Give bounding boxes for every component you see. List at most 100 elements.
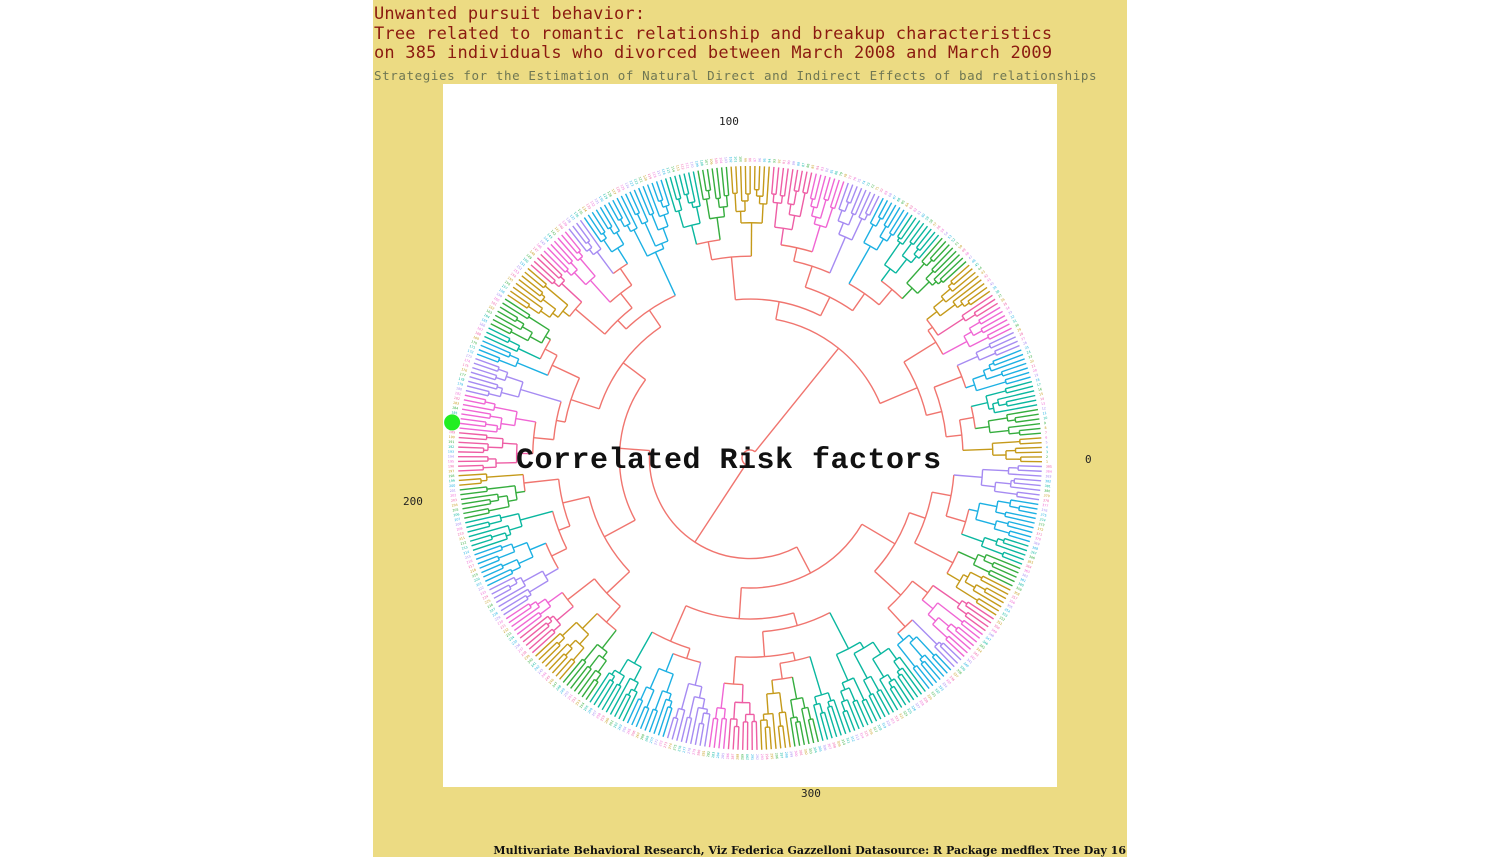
leaf-label: 297 [779,752,784,758]
branch-stem [1008,520,1034,529]
branch-stem [755,721,758,750]
branch-stem [937,602,964,623]
branch-arc [1004,379,1008,385]
leaf-label: 280 [696,749,701,756]
branch-stem [619,218,626,228]
branch-stem [734,193,737,212]
branch-stem [556,419,566,423]
leaf-label: 352 [999,615,1006,622]
branch-stem [602,651,608,659]
branch-stem [572,647,585,661]
leaf-label: 151 [519,260,526,267]
branch-stem [579,258,596,277]
branch-stem [617,247,629,265]
branch-stem [1014,477,1042,482]
branch-arc [987,570,992,575]
branch-stem [983,559,994,566]
branch-stem [814,696,818,705]
branch-stem [651,213,659,231]
leaf-label: 244 [541,671,548,678]
leaf-label: 80 [834,170,839,175]
branch-arc [516,345,521,352]
branch-stem [794,722,801,746]
leaf-label: 214 [463,550,470,556]
branch-stem [939,645,959,664]
branch-stem [957,626,978,643]
branch-arc [535,601,540,608]
branch-arc [933,386,947,437]
leaf-label: 344 [975,647,982,654]
branch-stem [459,432,487,436]
leaf-label: 282 [706,751,711,758]
branch-stem [635,706,646,728]
leaf-label: 92 [777,159,781,163]
branch-stem [987,323,1010,336]
leaf-label: 210 [457,531,464,536]
leaf-label: 94 [767,158,771,162]
branch-stem [541,644,561,664]
branch-arc [880,280,903,300]
leaf-label: 385 [1046,465,1052,469]
branch-stem [648,710,658,733]
leaf-label: 117 [656,170,662,177]
branch-stem [733,702,736,720]
branch-stem [536,257,560,279]
leaf-label: 103 [724,157,728,163]
branch-stem [790,699,795,718]
leaf-label: 277 [682,746,687,753]
leaf-label: 236 [514,643,521,650]
branch-stem [876,238,885,251]
branch-stem [515,417,536,423]
branch-arc [963,335,971,348]
leaf-label: 48 [964,251,970,257]
leaf-label: 163 [485,309,492,315]
branch-stem [888,681,893,688]
branch-stem [933,298,945,308]
leaf-label: 213 [461,545,468,551]
branch-arc [1007,427,1010,434]
leaf-label: 4 [1046,445,1048,449]
branch-stem [596,251,614,274]
branch-arc [1006,414,1009,422]
branch-arc [688,200,696,204]
branch-stem [997,538,1005,542]
leaf-label: 62 [913,207,919,213]
branch-stem [553,281,560,288]
leaf-label: 220 [473,577,480,583]
branch-stem [931,656,948,674]
branch-arc [592,248,602,256]
branch-stem [995,481,1011,485]
leaf-label: 70 [879,188,884,193]
branch-stem [676,709,686,741]
leaf-label: 36 [1000,297,1006,303]
branch-stem [1006,394,1036,403]
branch-stem [827,692,832,702]
leaf-label: 375 [1040,513,1047,518]
leaf-label: 271 [653,738,659,745]
branch-stem [498,359,516,368]
leaf-label: 275 [672,744,677,751]
branch-arc [614,669,625,677]
branch-stem [991,358,1025,372]
branch-stem [735,166,738,194]
branch-stem [551,656,568,674]
branch-stem [951,271,976,292]
branch-stem [521,275,544,294]
branch-stem [495,585,526,604]
branch-stem [675,708,680,719]
branch-stem [525,625,550,647]
branch-stem [919,658,924,664]
leaf-label: 66 [896,197,901,203]
branch-stem [989,429,1009,434]
branch-stem [683,173,690,194]
branch-stem [1007,525,1033,534]
leaf-label: 384 [1046,469,1052,473]
branch-stem [967,286,988,302]
leaf-label: 304 [813,746,818,753]
branch-stem [486,485,516,490]
leaf-label: 182 [454,396,461,401]
branch-stem [996,520,1009,525]
branch-stem [605,605,621,623]
branch-stem [945,275,979,303]
branch-stem [975,345,991,354]
